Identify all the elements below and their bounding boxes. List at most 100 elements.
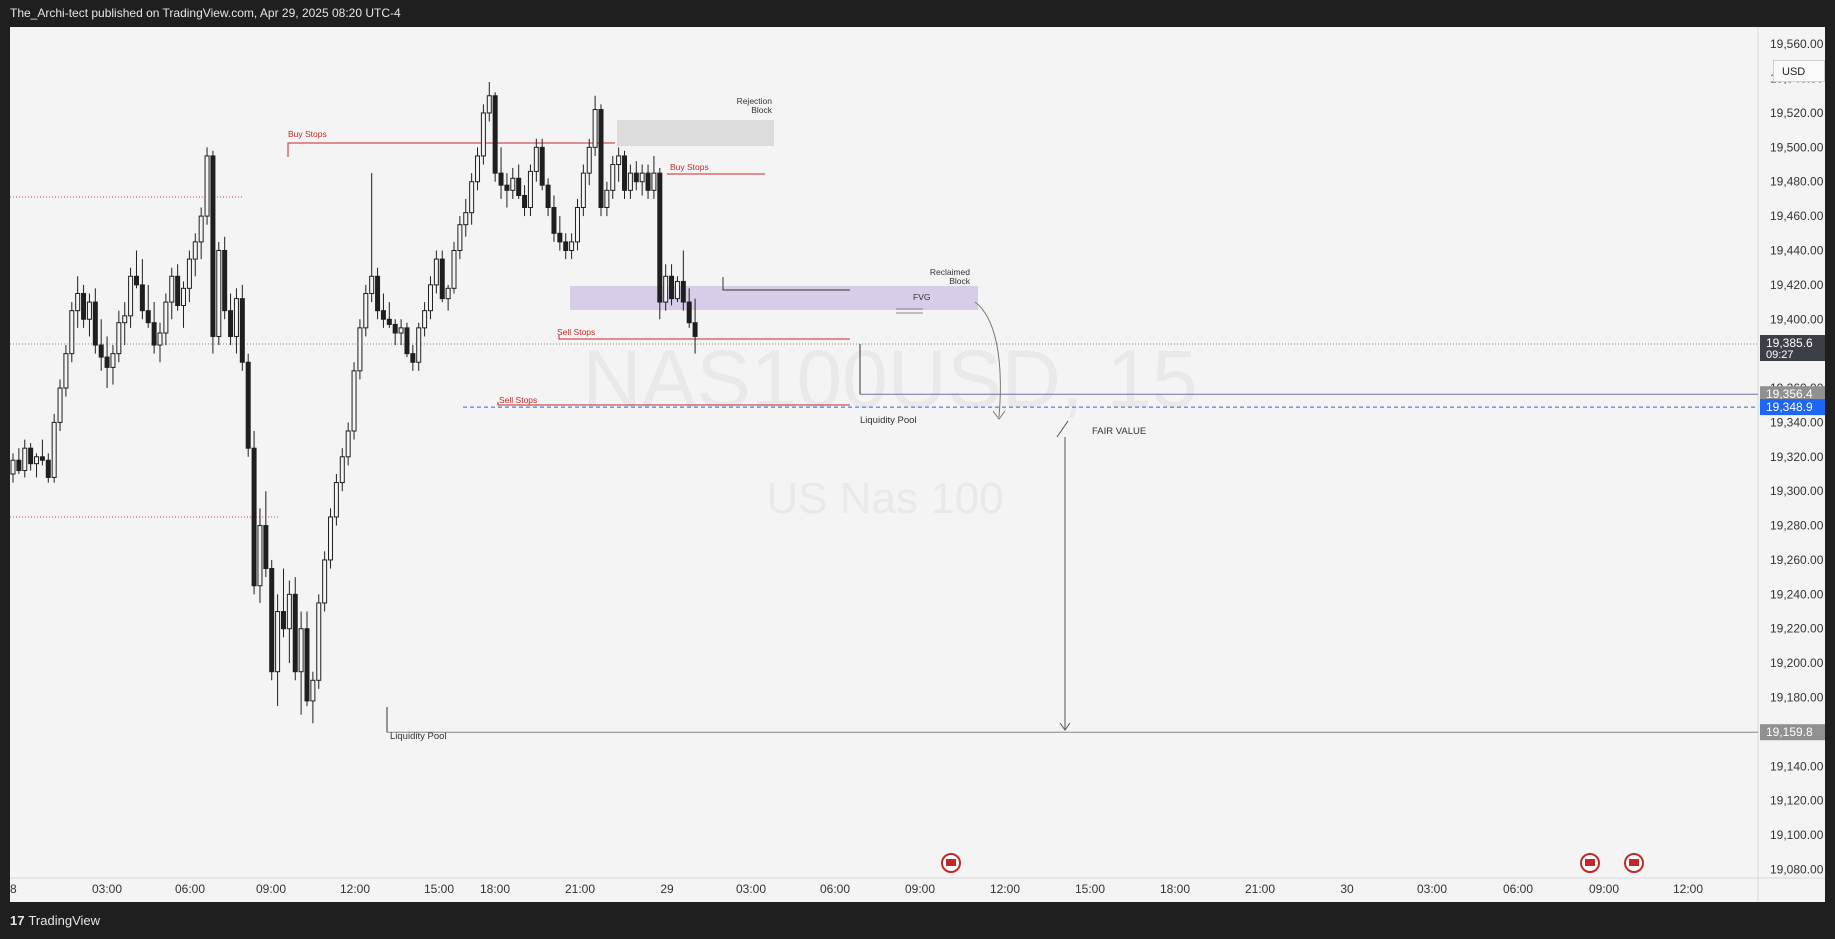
candlestick-chart[interactable]: NAS100USD, 15 US Nas 100 Buy Stops Rejectio… — [10, 27, 1825, 902]
price-tick-label: 19,100.00 — [1770, 828, 1824, 842]
candle-body — [169, 275, 175, 303]
candle-body — [122, 315, 128, 324]
candle-body — [463, 212, 469, 226]
candle-body — [298, 628, 304, 673]
candle-body — [328, 516, 334, 561]
annotation-label: Sell Stops — [557, 327, 595, 337]
candle-body — [292, 593, 298, 673]
candle-body — [545, 184, 551, 209]
candle-body — [480, 112, 486, 157]
price-tick-label: 19,080.00 — [1770, 862, 1824, 876]
time-tick-label: 15:00 — [424, 882, 454, 896]
tradingview-logo-icon[interactable]: 17 — [10, 913, 25, 928]
candle-body — [181, 287, 187, 307]
flag-stripes-icon — [1629, 859, 1639, 866]
candle-body — [86, 301, 92, 320]
candle-body — [610, 164, 616, 191]
candle-body — [498, 172, 504, 186]
candle-body — [475, 155, 481, 183]
candle-body — [433, 258, 439, 286]
candle-body — [228, 310, 234, 337]
candle-body — [574, 207, 580, 243]
candle-body — [604, 189, 610, 209]
time-tick-label: 06:00 — [1503, 882, 1533, 896]
currency-selector[interactable]: USD — [1773, 60, 1825, 82]
price-tick-label: 19,520.00 — [1770, 106, 1824, 120]
candle-body — [133, 275, 139, 286]
candle-body — [128, 275, 134, 317]
candle-body — [416, 327, 422, 363]
candle-body — [98, 344, 104, 358]
candle-body — [22, 447, 28, 472]
candle-body — [669, 275, 675, 300]
chart-area[interactable]: NAS100USD, 15 US Nas 100 Buy Stops Rejectio… — [10, 27, 1825, 902]
time-tick-label: 29 — [660, 882, 674, 896]
time-tick-label: 03:00 — [92, 882, 122, 896]
candle-body — [586, 146, 592, 174]
candle-body — [198, 215, 204, 243]
price-label-badge — [1760, 724, 1825, 741]
candle-body — [663, 275, 669, 303]
candle-body — [622, 155, 628, 191]
price-label-value: 19,356.4 — [1766, 387, 1813, 401]
candle-body — [145, 310, 151, 324]
candle-body — [216, 249, 222, 337]
candle-body — [686, 301, 692, 324]
price-label-badge — [1760, 335, 1825, 362]
candle-body — [645, 172, 651, 191]
price-tick-label: 19,480.00 — [1770, 175, 1824, 189]
time-tick-label: 18:00 — [1160, 882, 1190, 896]
candle-body — [233, 298, 239, 337]
candle-body — [339, 456, 345, 484]
candle-body — [386, 318, 392, 325]
candle-body — [81, 292, 87, 320]
candle-body — [92, 301, 98, 346]
candle-body — [280, 611, 286, 630]
candle-body — [110, 353, 116, 368]
candle-body — [692, 322, 698, 337]
annotation-label: Reclaimed — [930, 267, 970, 277]
time-tick-label: 09:00 — [256, 882, 286, 896]
price-tick-label: 19,300.00 — [1770, 484, 1824, 498]
publication-text: The_Archi-tect published on TradingView.… — [10, 6, 401, 20]
candle-body — [116, 322, 122, 355]
price-label-badge — [1760, 399, 1825, 416]
watermark-symbol: NAS100USD, 15 — [582, 334, 1197, 425]
price-label-value: 19,348.9 — [1766, 400, 1813, 414]
candle-body — [251, 447, 257, 587]
candle-body — [398, 327, 404, 334]
candle-body — [269, 568, 275, 673]
sell-stops-line — [558, 335, 850, 340]
candle-body — [445, 287, 451, 300]
candle-body — [204, 155, 210, 217]
tradingview-brand[interactable]: TradingView — [28, 913, 101, 928]
annotation-label: FVG — [913, 292, 930, 302]
candle-body — [557, 232, 563, 243]
time-tick-label: 09:00 — [1589, 882, 1619, 896]
annotation-label: Buy Stops — [288, 129, 327, 139]
candle-body — [257, 525, 263, 587]
candle-body — [651, 172, 657, 191]
annotation-label: Buy Stops — [670, 162, 709, 172]
rejection-block-zone — [617, 120, 774, 146]
candle-body — [345, 430, 351, 458]
candle-body — [551, 207, 557, 234]
candle-body — [10, 459, 16, 475]
candle-body — [186, 258, 192, 289]
candle-body — [69, 310, 75, 355]
candle-body — [422, 310, 428, 329]
candle-body — [598, 109, 604, 209]
projection-tick — [1056, 420, 1069, 438]
time-tick-label: 15:00 — [1075, 882, 1105, 896]
arrow-head-icon — [1059, 722, 1071, 731]
time-tick-label: 06:00 — [175, 882, 205, 896]
candle-body — [210, 155, 216, 337]
price-label-time: 09:27 — [1766, 349, 1794, 361]
price-tick-label: 19,140.00 — [1770, 759, 1824, 773]
candle-body — [486, 95, 492, 114]
price-tick-label: 19,120.00 — [1770, 794, 1824, 808]
candle-body — [627, 172, 633, 191]
buy-stops-line — [287, 142, 615, 157]
candle-body — [380, 310, 386, 320]
candle-body — [175, 275, 181, 307]
